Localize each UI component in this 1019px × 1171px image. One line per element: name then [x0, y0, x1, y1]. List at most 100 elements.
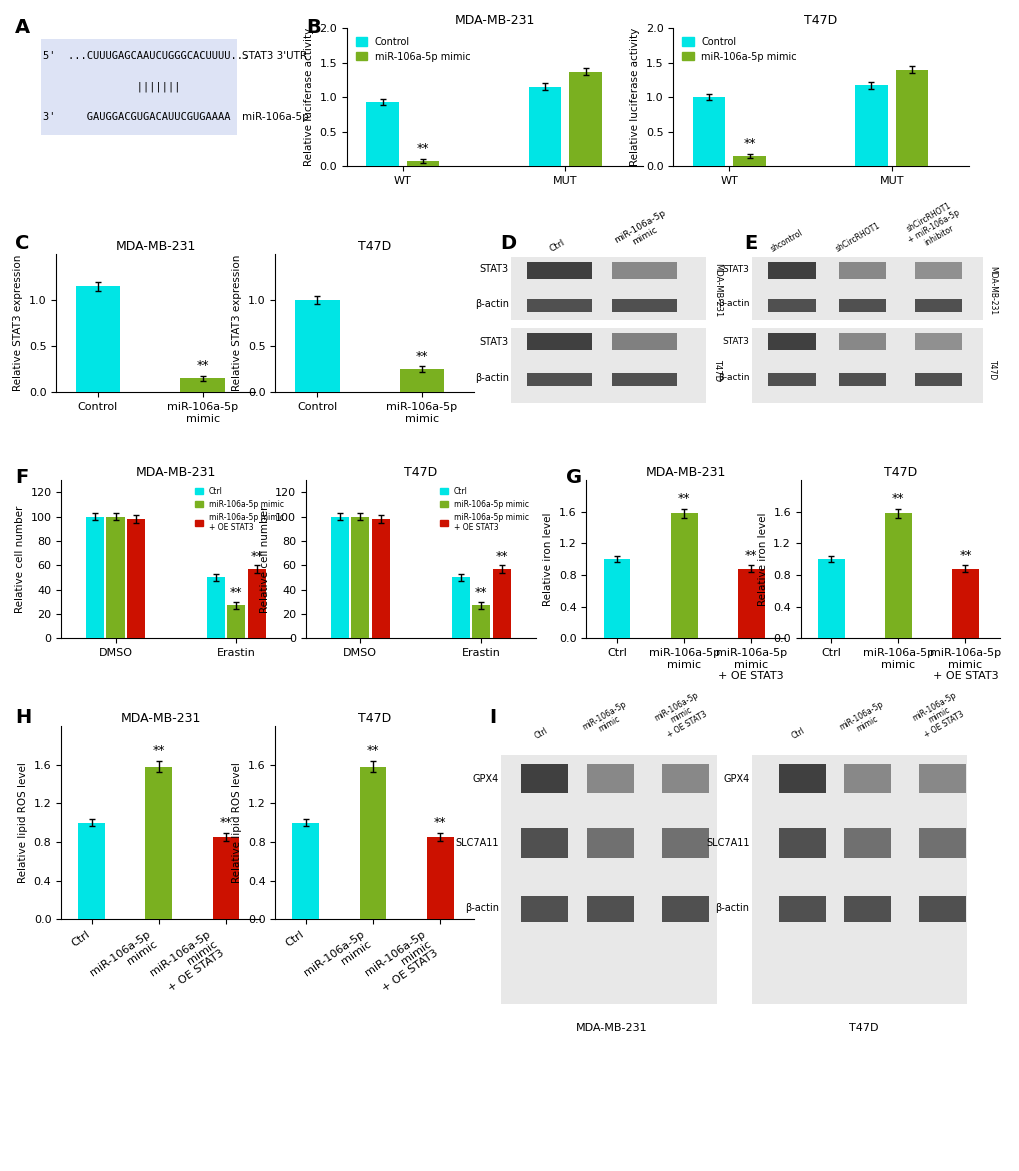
- Title: T47D: T47D: [804, 14, 837, 27]
- Title: MDA-MB-231: MDA-MB-231: [645, 466, 726, 479]
- Bar: [586, 765, 633, 794]
- Text: **: **: [251, 550, 263, 563]
- Text: H: H: [15, 708, 32, 727]
- Text: STAT3: STAT3: [479, 336, 508, 347]
- Bar: [41, 39, 237, 135]
- Bar: [751, 328, 982, 403]
- Bar: [521, 896, 568, 923]
- Bar: [248, 569, 266, 638]
- Bar: [511, 258, 705, 320]
- Text: |||||||: |||||||: [43, 82, 180, 91]
- Text: **: **: [743, 137, 755, 150]
- Bar: [692, 97, 725, 166]
- Bar: [839, 262, 886, 279]
- Text: **: **: [892, 492, 904, 506]
- Bar: [351, 516, 369, 638]
- Text: **: **: [475, 587, 487, 600]
- Text: Ctrl: Ctrl: [532, 726, 549, 741]
- Bar: [127, 519, 145, 638]
- Text: **: **: [219, 816, 232, 829]
- Bar: [451, 577, 469, 638]
- Bar: [737, 569, 764, 638]
- Y-axis label: Relative cell number: Relative cell number: [260, 506, 269, 612]
- Text: SLC7A11: SLC7A11: [705, 838, 749, 848]
- Text: 5'  ...CUUUGAGCAAUCUGGGCACUUUU...: 5' ...CUUUGAGCAAUCUGGGCACUUUU...: [43, 52, 250, 61]
- Text: GPX4: GPX4: [472, 774, 498, 783]
- Bar: [330, 516, 348, 638]
- Bar: [75, 287, 120, 392]
- Text: miR-106a-5p
mimic: miR-106a-5p mimic: [838, 699, 890, 741]
- Bar: [918, 896, 965, 923]
- Y-axis label: Relative luciferase activity: Relative luciferase activity: [630, 28, 640, 166]
- Bar: [569, 71, 601, 166]
- Bar: [767, 299, 815, 311]
- Bar: [292, 822, 319, 919]
- Bar: [603, 559, 630, 638]
- Bar: [918, 829, 965, 857]
- Title: MDA-MB-231: MDA-MB-231: [115, 240, 196, 253]
- Bar: [914, 334, 961, 350]
- Y-axis label: Relative iron level: Relative iron level: [757, 513, 767, 605]
- Text: miR-106a-5p
mimic: miR-106a-5p mimic: [611, 208, 672, 254]
- Bar: [854, 85, 887, 166]
- Bar: [611, 374, 676, 386]
- Bar: [586, 829, 633, 857]
- Text: Ctrl: Ctrl: [790, 726, 806, 741]
- Legend: Control, miR-106a-5p mimic: Control, miR-106a-5p mimic: [678, 33, 800, 66]
- Y-axis label: Relative STAT3 expression: Relative STAT3 expression: [232, 255, 243, 391]
- Bar: [360, 767, 386, 919]
- Bar: [528, 87, 560, 166]
- Text: β-actin: β-actin: [475, 372, 508, 383]
- Text: **: **: [416, 350, 428, 363]
- Y-axis label: Relative luciferase activity: Relative luciferase activity: [304, 28, 314, 166]
- Text: I: I: [489, 708, 496, 727]
- Bar: [844, 829, 891, 857]
- Text: miR-106a-5p
mimic
+ OE STAT3: miR-106a-5p mimic + OE STAT3: [652, 690, 709, 741]
- Bar: [294, 300, 339, 392]
- Bar: [661, 896, 708, 923]
- Y-axis label: Relative lipid ROS level: Relative lipid ROS level: [18, 762, 29, 883]
- Text: F: F: [15, 468, 29, 487]
- Text: β-actin: β-actin: [717, 299, 749, 308]
- Legend: Control, miR-106a-5p mimic: Control, miR-106a-5p mimic: [352, 33, 474, 66]
- Bar: [527, 374, 591, 386]
- Text: β-actin: β-actin: [465, 903, 498, 912]
- Bar: [180, 378, 225, 392]
- Bar: [918, 765, 965, 794]
- Bar: [661, 765, 708, 794]
- Text: 3'     GAUGGACGUGACAUUCGUGAAAA: 3' GAUGGACGUGACAUUCGUGAAAA: [43, 112, 230, 122]
- Text: shCircRHOT1: shCircRHOT1: [834, 221, 881, 254]
- Text: C: C: [15, 234, 30, 253]
- Text: miR-106a-5p
mimic: miR-106a-5p mimic: [580, 699, 632, 741]
- Bar: [751, 258, 982, 320]
- Title: T47D: T47D: [404, 466, 437, 479]
- Bar: [914, 262, 961, 279]
- Text: **: **: [495, 550, 507, 563]
- Y-axis label: Relative cell number: Relative cell number: [15, 506, 24, 612]
- Title: MDA-MB-231: MDA-MB-231: [120, 712, 201, 725]
- Bar: [951, 569, 978, 638]
- Bar: [207, 577, 224, 638]
- Bar: [399, 369, 444, 392]
- Bar: [661, 829, 708, 857]
- Text: GPX4: GPX4: [722, 774, 749, 783]
- Bar: [366, 102, 398, 166]
- Bar: [78, 822, 105, 919]
- Text: T47D: T47D: [712, 358, 721, 381]
- Bar: [527, 334, 591, 350]
- Text: T47D: T47D: [987, 359, 997, 379]
- Bar: [611, 334, 676, 350]
- Text: **: **: [197, 359, 209, 372]
- Bar: [751, 755, 966, 1004]
- Bar: [671, 513, 697, 638]
- Bar: [839, 334, 886, 350]
- Bar: [521, 829, 568, 857]
- Bar: [212, 837, 239, 919]
- Bar: [527, 262, 591, 279]
- Legend: Ctrl, miR-106a-5p mimic, miR-106a-5p mimic
+ OE STAT3: Ctrl, miR-106a-5p mimic, miR-106a-5p mim…: [436, 484, 531, 535]
- Text: T47D: T47D: [849, 1023, 878, 1034]
- Title: T47D: T47D: [358, 240, 391, 253]
- Bar: [611, 299, 676, 311]
- Text: MDA-MB-231: MDA-MB-231: [987, 266, 997, 315]
- Bar: [817, 559, 844, 638]
